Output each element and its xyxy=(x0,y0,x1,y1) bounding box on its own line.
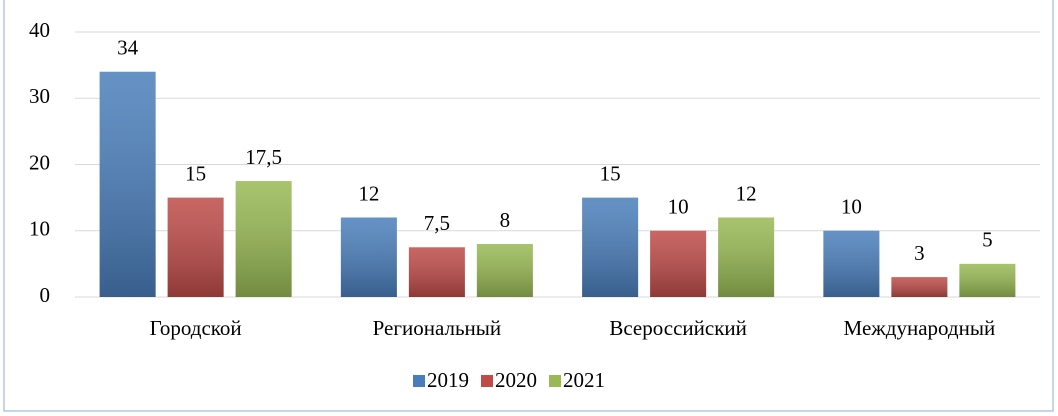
bar xyxy=(823,230,880,297)
data-label: 17,5 xyxy=(245,145,282,169)
y-tick-label: 40 xyxy=(29,18,50,42)
data-label: 12 xyxy=(358,181,379,205)
bar xyxy=(99,71,156,297)
legend-label: 2020 xyxy=(495,368,537,392)
legend-label: 2019 xyxy=(427,368,469,392)
x-tick-label: Международный xyxy=(844,316,996,340)
data-label: 12 xyxy=(736,181,757,205)
x-tick-label: Всероссийский xyxy=(609,316,747,340)
y-tick-label: 30 xyxy=(29,84,50,108)
chart-frame xyxy=(3,0,1054,412)
data-label: 8 xyxy=(500,208,511,232)
data-label: 34 xyxy=(117,36,139,60)
bar xyxy=(340,217,397,297)
data-label: 15 xyxy=(185,161,206,185)
x-tick-label: Городской xyxy=(150,316,242,340)
bar xyxy=(891,277,948,297)
y-tick-label: 20 xyxy=(29,150,50,174)
legend-swatch xyxy=(481,375,493,387)
legend-swatch xyxy=(413,375,425,387)
legend-swatch xyxy=(549,375,561,387)
bar xyxy=(959,263,1016,297)
data-label: 10 xyxy=(841,195,862,219)
bar xyxy=(582,197,639,297)
data-label: 7,5 xyxy=(424,211,450,235)
bar xyxy=(167,197,224,297)
x-tick-label: Региональный xyxy=(373,316,501,340)
data-label: 10 xyxy=(668,195,689,219)
y-tick-label: 10 xyxy=(29,217,50,241)
bar xyxy=(650,230,707,297)
data-label: 5 xyxy=(982,228,993,252)
data-label: 15 xyxy=(600,161,621,185)
legend-label: 2021 xyxy=(563,368,605,392)
bar xyxy=(408,247,465,297)
bar xyxy=(718,217,775,297)
data-label: 3 xyxy=(914,241,925,265)
y-tick-label: 0 xyxy=(40,283,51,307)
bar xyxy=(235,181,292,297)
bar xyxy=(476,244,533,297)
